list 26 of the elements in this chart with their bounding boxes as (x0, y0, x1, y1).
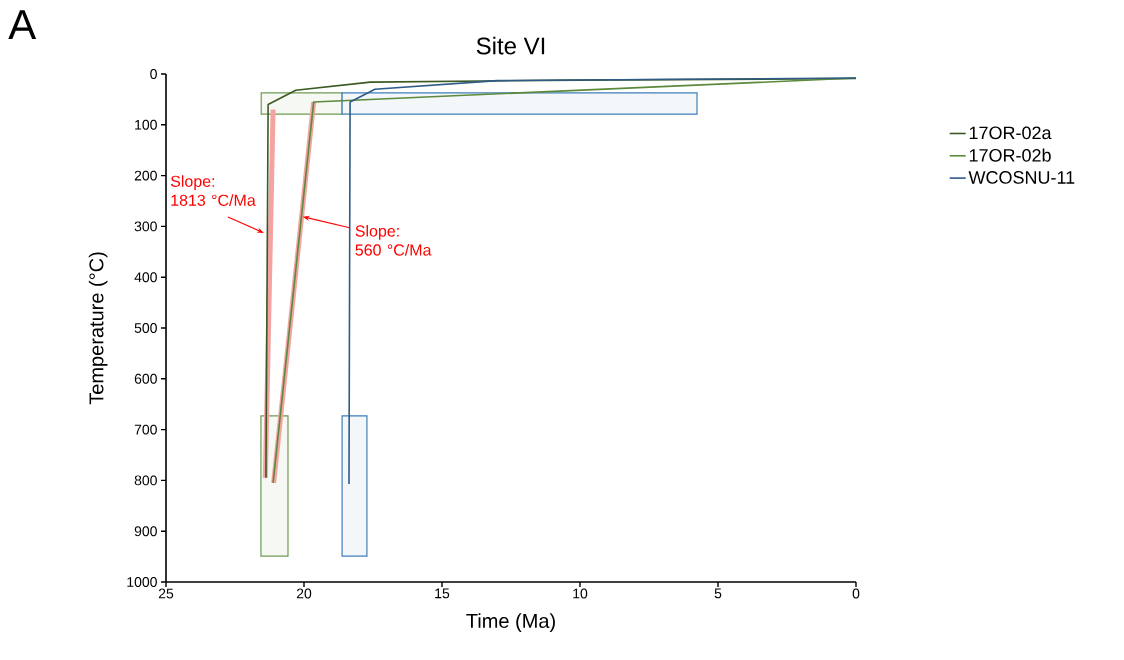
y-tick-label: 300 (134, 221, 157, 232)
y-tick-label: 600 (134, 373, 157, 384)
x-tick-label: 20 (296, 588, 312, 599)
y-axis-title: Temperature (°C) (88, 252, 108, 405)
annotation: Slope: 1813 °C/Ma (170, 175, 256, 206)
x-axis-title: Time (Ma) (466, 613, 555, 632)
legend-label: 17OR-02a (969, 126, 1052, 140)
legend-label: 17OR-02b (969, 148, 1051, 162)
x-tick-label: 0 (852, 588, 860, 599)
y-tick-label: 500 (134, 323, 157, 333)
legend-label: WCOSNU-11 (968, 171, 1075, 184)
annotation: Slope: 560 °C/Ma (355, 224, 432, 256)
x-tick-label: 15 (435, 588, 450, 599)
y-tick-label: 100 (135, 119, 157, 130)
y-tick-label: 200 (134, 170, 157, 181)
chart-title: Site VI (476, 36, 545, 55)
x-tick-label: 25 (158, 588, 174, 599)
y-tick-label: 800 (134, 475, 157, 486)
y-tick-label: 900 (134, 526, 157, 537)
y-tick-label: 700 (134, 424, 157, 435)
y-tick-label: 1000 (127, 577, 157, 587)
y-tick-label: 0 (150, 69, 157, 79)
text: A (8, 10, 37, 40)
y-tick-label: 400 (134, 272, 157, 283)
x-tick-label: 5 (714, 588, 722, 599)
x-tick-label: 10 (573, 588, 588, 599)
